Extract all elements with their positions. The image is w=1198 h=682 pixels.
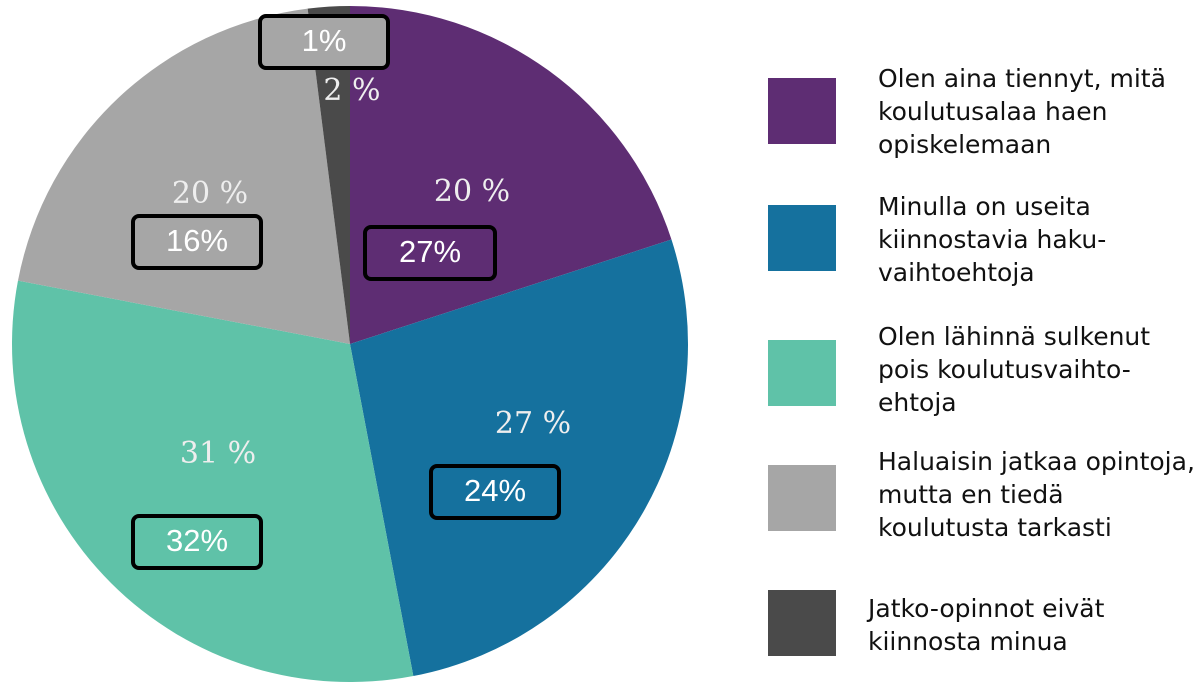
pie-slice <box>307 6 350 344</box>
annotation-label: 1% <box>302 23 347 58</box>
slice-label: 27 % <box>495 406 571 441</box>
legend-swatch <box>768 78 836 144</box>
legend-label: Olen lähinnä sulkenut pois koulutusvaiht… <box>878 322 1151 417</box>
pie-slice <box>11 280 414 682</box>
chart: 20 % 27 % 31 % 20 % 2 % 27% 24% 32% 16% 1% <box>11 6 688 682</box>
annotation-box <box>429 464 561 520</box>
legend-label: Olen aina tiennyt, mitä koulutusalaa hae… <box>878 64 1166 159</box>
slice-label: 2 % <box>323 73 380 108</box>
legend-label: Haluaisin jatkaa opintoja, mutta en tied… <box>878 447 1195 542</box>
legend-label: Jatko-opinnot eivät kiinnosta minua <box>868 594 1105 656</box>
pie-slice <box>17 8 351 345</box>
legend-swatch <box>768 465 836 531</box>
annotation-label: 24% <box>464 473 526 508</box>
annotation-label: 32% <box>166 523 228 558</box>
annotation-box <box>363 225 497 281</box>
legend-swatch <box>768 340 836 406</box>
pie-slice <box>350 239 688 677</box>
legend-swatch <box>768 205 836 271</box>
legend-swatch <box>768 590 836 656</box>
annotation-label: 16% <box>166 223 228 258</box>
slice-label: 20 % <box>172 176 248 211</box>
annotation-box <box>131 514 263 570</box>
annotation-box <box>131 214 263 270</box>
slice-label: 31 % <box>180 436 256 471</box>
annotation-box <box>258 14 390 70</box>
legend-label: Minulla on useita kiinnostavia haku-vaih… <box>878 192 1107 287</box>
slice-label: 20 % <box>434 174 510 209</box>
annotation-label: 27% <box>399 234 461 269</box>
